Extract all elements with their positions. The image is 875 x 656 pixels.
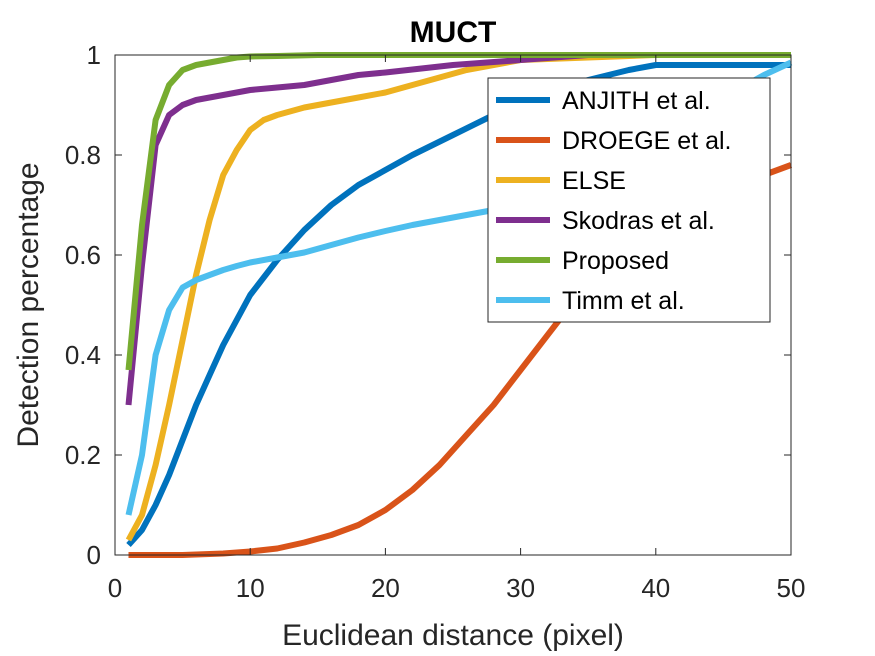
- x-tick-label: 10: [236, 573, 265, 603]
- x-axis-label: Euclidean distance (pixel): [282, 619, 624, 652]
- x-tick-label: 20: [371, 573, 400, 603]
- y-tick-label: 0: [87, 540, 101, 570]
- y-tick-label: 0.8: [65, 140, 101, 170]
- legend-label: ANJITH et al.: [562, 87, 711, 115]
- legend-label: Skodras et al.: [562, 207, 715, 235]
- legend: ANJITH et al. DROEGE et al. ELSE Skodras et…: [487, 77, 771, 323]
- x-tick-label: 30: [506, 573, 535, 603]
- axes-box: [114, 54, 792, 556]
- y-tick-label: 0.4: [65, 340, 101, 370]
- y-tick-label: 0.2: [65, 440, 101, 470]
- legend-label: Proposed: [562, 247, 669, 275]
- x-tick-label: 0: [108, 573, 122, 603]
- legend-label: DROEGE et al.: [562, 127, 732, 155]
- legend-box: [487, 77, 771, 323]
- axes-layer: [114, 54, 792, 556]
- chart-title: MUCT: [410, 16, 497, 49]
- ticks-layer: 0 10 20 30 40 50 0 0.2 0.4 0.6 0.8 1: [65, 40, 806, 603]
- x-tick-label: 40: [641, 573, 670, 603]
- y-tick-label: 1: [87, 40, 101, 70]
- legend-label: ELSE: [562, 167, 626, 195]
- y-tick-label: 0.6: [65, 240, 101, 270]
- x-tick-label: 50: [777, 573, 806, 603]
- legend-label: Timm et al.: [562, 287, 685, 315]
- y-axis-label: Detection percentage: [12, 162, 45, 447]
